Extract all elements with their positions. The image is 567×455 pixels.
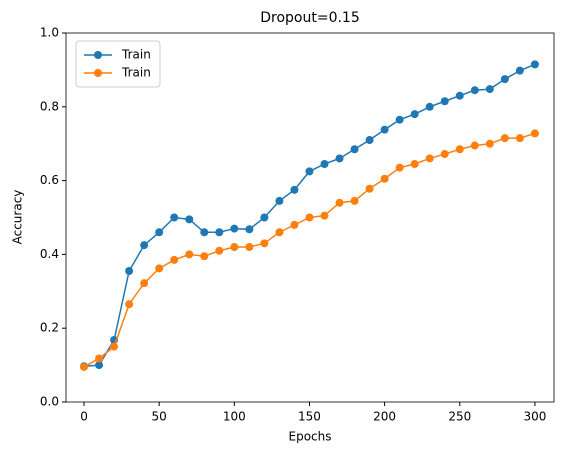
point	[380, 174, 389, 183]
point	[290, 185, 299, 194]
point	[95, 354, 104, 363]
point	[95, 361, 104, 370]
point	[485, 139, 494, 148]
point	[470, 141, 479, 150]
point	[425, 102, 434, 111]
point	[200, 228, 209, 237]
x-tick-label: 200	[373, 410, 396, 424]
point	[320, 211, 329, 220]
point	[230, 224, 239, 233]
point	[215, 228, 224, 237]
point	[200, 252, 209, 261]
x-tick-label: 300	[523, 410, 546, 424]
x-tick-label: 50	[152, 410, 167, 424]
point	[530, 129, 539, 138]
point	[410, 110, 419, 119]
point	[215, 246, 224, 255]
legend-marker	[94, 51, 102, 59]
point	[170, 213, 179, 222]
point	[455, 145, 464, 154]
y-tick-label: 0.0	[40, 395, 59, 409]
point	[80, 362, 89, 371]
point	[110, 342, 119, 351]
y-axis-label: Accuracy	[11, 190, 25, 245]
y-tick-label: 0.4	[40, 247, 59, 261]
point	[395, 115, 404, 124]
legend-label: Train	[121, 48, 151, 62]
y-tick-label: 1.0	[40, 26, 59, 40]
point	[350, 196, 359, 205]
x-tick-label: 150	[298, 410, 321, 424]
point	[185, 215, 194, 224]
point	[245, 243, 254, 252]
point	[440, 150, 449, 159]
point	[185, 250, 194, 259]
point	[530, 60, 539, 69]
point	[290, 220, 299, 229]
point	[500, 134, 509, 143]
point	[230, 243, 239, 252]
point	[485, 85, 494, 94]
point	[170, 255, 179, 264]
legend-label: Train	[121, 66, 151, 80]
x-tick-label: 100	[223, 410, 246, 424]
point	[125, 267, 134, 276]
point	[365, 184, 374, 193]
point	[335, 198, 344, 207]
point	[320, 159, 329, 168]
y-tick-label: 0.6	[40, 173, 59, 187]
point	[515, 134, 524, 143]
point	[470, 86, 479, 95]
point	[380, 125, 389, 134]
plot-frame	[65, 32, 555, 403]
point	[350, 145, 359, 154]
point	[305, 213, 314, 222]
chart-title: Dropout=0.15	[260, 10, 360, 26]
legend-marker	[94, 69, 102, 77]
point	[395, 163, 404, 172]
point	[125, 300, 134, 309]
point	[155, 228, 164, 237]
point	[515, 66, 524, 75]
x-tick-label: 250	[448, 410, 471, 424]
point	[335, 154, 344, 163]
point	[245, 225, 254, 234]
x-axis-label: Epochs	[289, 430, 332, 444]
y-tick-label: 0.8	[40, 99, 59, 113]
point	[155, 264, 164, 273]
point	[260, 213, 269, 222]
point	[425, 154, 434, 163]
x-tick-label: 0	[80, 410, 88, 424]
point	[365, 136, 374, 145]
point	[260, 239, 269, 248]
point	[305, 167, 314, 176]
point	[140, 279, 149, 288]
point	[500, 75, 509, 84]
point	[455, 91, 464, 100]
point	[275, 228, 284, 237]
point	[410, 159, 419, 168]
point	[440, 97, 449, 106]
point	[275, 196, 284, 205]
y-tick-label: 0.2	[40, 321, 59, 335]
point	[140, 241, 149, 250]
